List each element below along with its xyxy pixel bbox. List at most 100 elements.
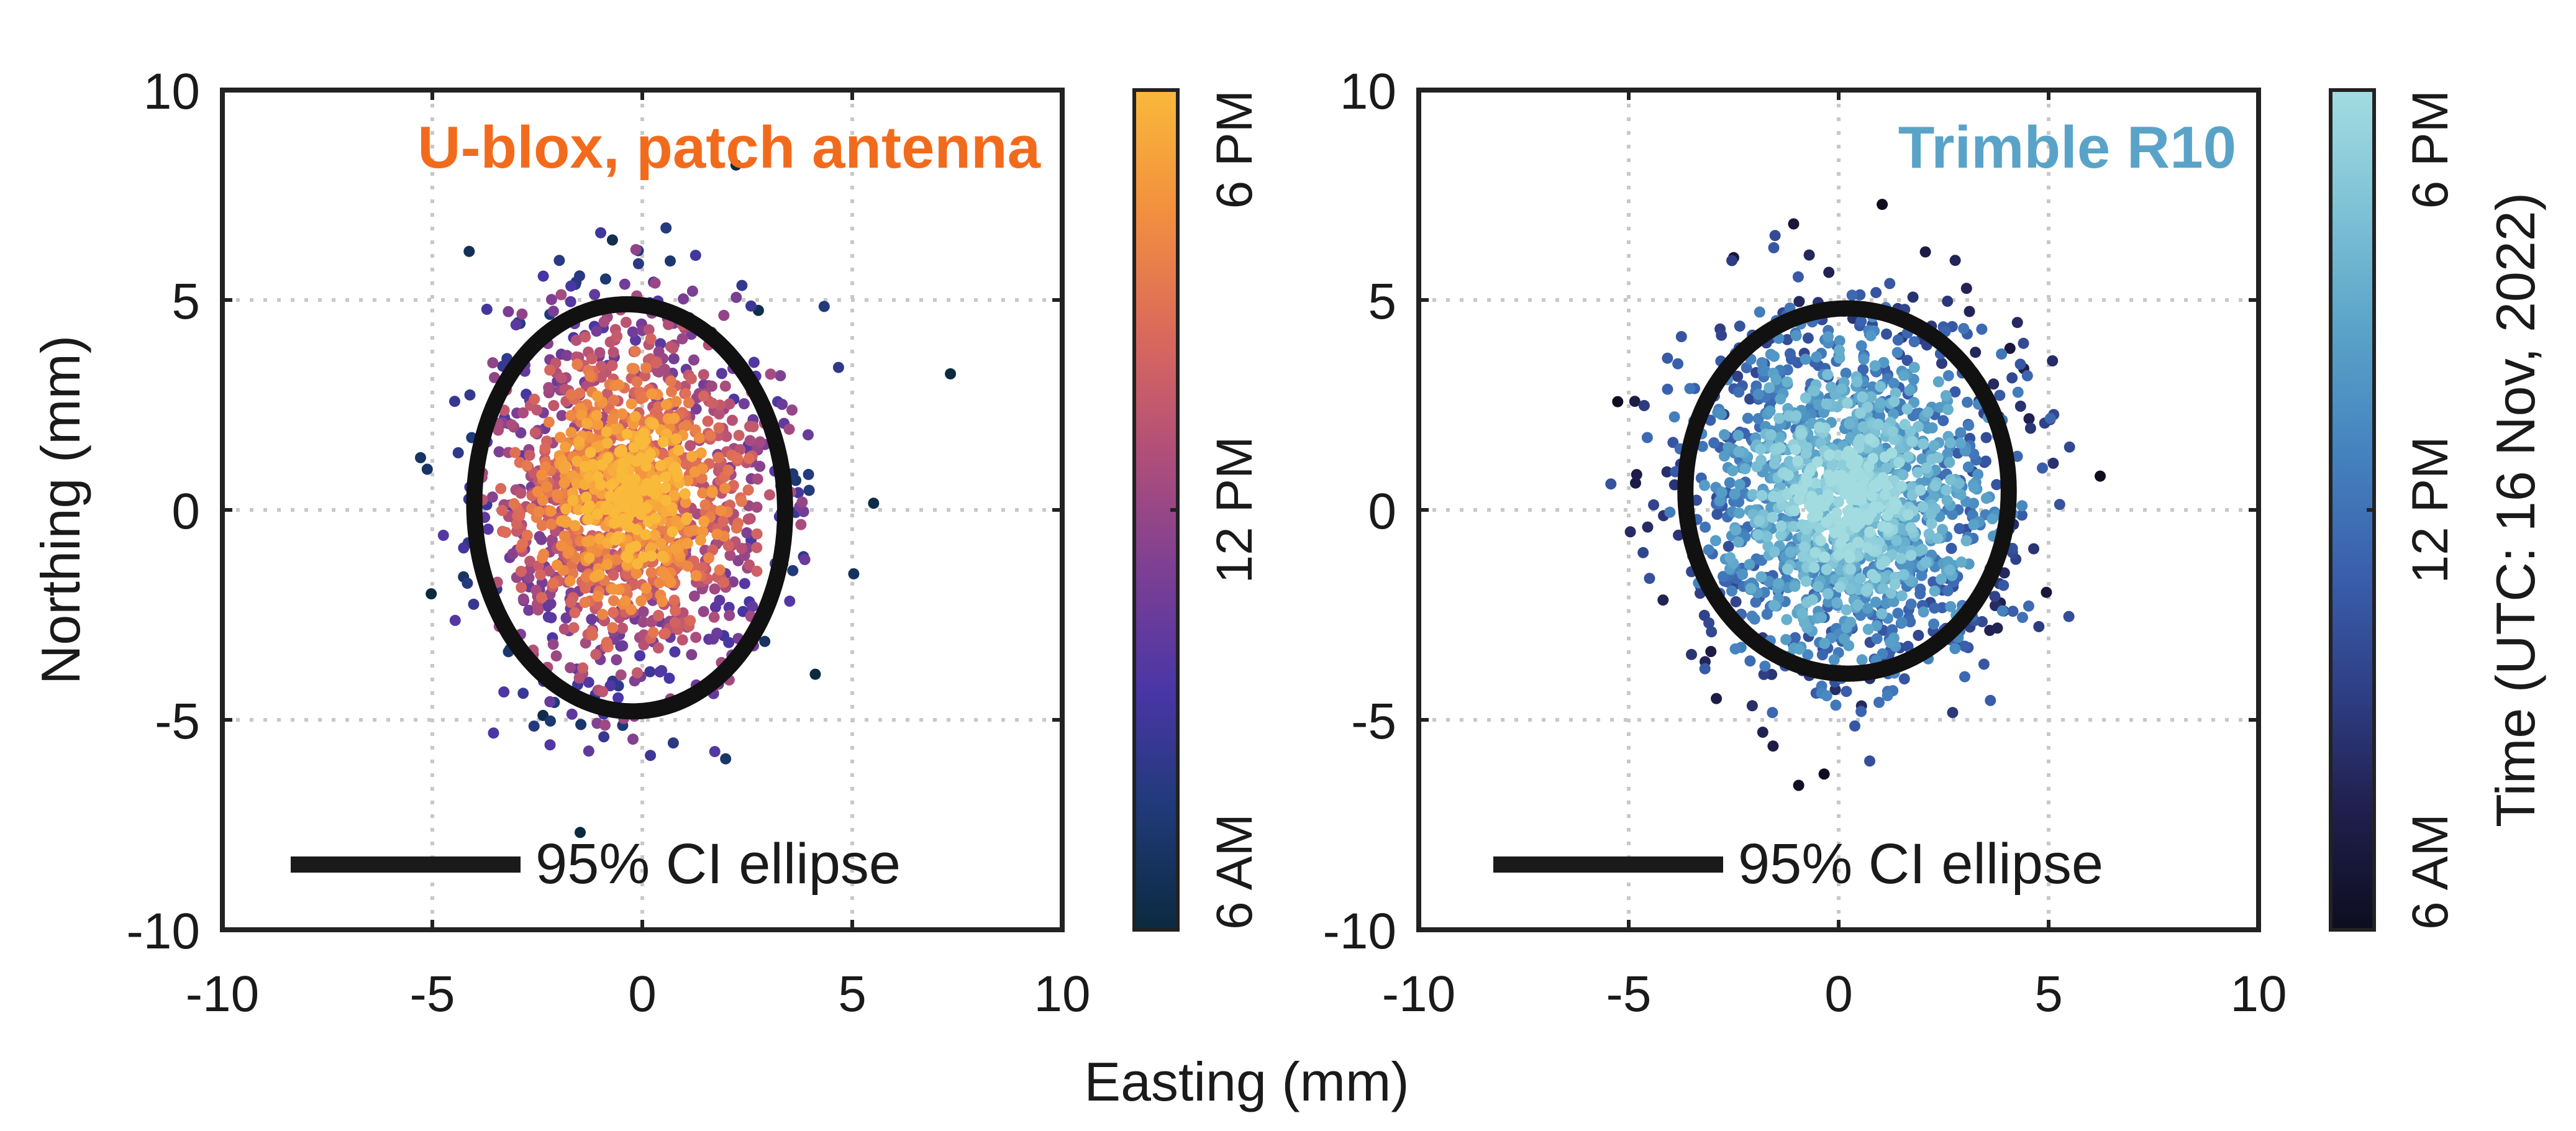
right-scatter-point bbox=[1955, 427, 1967, 438]
right-scatter-point bbox=[1661, 466, 1673, 478]
left-y-tick-label: 5 bbox=[171, 273, 200, 330]
right-scatter-point bbox=[1767, 491, 1779, 502]
left-scatter-point bbox=[759, 635, 771, 647]
right-scatter-point bbox=[1996, 348, 2008, 360]
left-scatter-point bbox=[648, 419, 660, 430]
right-scatter-point bbox=[1761, 530, 1773, 542]
right-scatter-point bbox=[1730, 596, 1742, 607]
left-scatter-point bbox=[660, 570, 671, 582]
right-scatter-point bbox=[1785, 546, 1796, 558]
right-scatter-point bbox=[1811, 511, 1823, 522]
right-scatter-point bbox=[1889, 578, 1901, 590]
left-scatter-point bbox=[555, 372, 567, 384]
right-scatter-point bbox=[1929, 602, 1941, 614]
right-scatter-point bbox=[1896, 617, 1908, 629]
left-scatter-point bbox=[564, 575, 576, 587]
right-scatter-point bbox=[2044, 412, 2056, 424]
right-scatter-point bbox=[1878, 357, 1890, 368]
right-scatter-point bbox=[1793, 643, 1805, 655]
left-scatter-point bbox=[528, 720, 540, 732]
left-scatter-point bbox=[663, 319, 674, 330]
left-scatter-point bbox=[489, 371, 500, 383]
left-scatter-point bbox=[565, 662, 576, 674]
right-scatter-point bbox=[1942, 404, 1954, 416]
right-scatter-point bbox=[1648, 499, 1660, 511]
right-scatter-point bbox=[1888, 596, 1900, 607]
left-scatter-point bbox=[553, 255, 565, 266]
left-scatter-point bbox=[630, 568, 642, 579]
left-colorbar-tick-label: 6 AM bbox=[1206, 814, 1263, 930]
right-scatter-point bbox=[1775, 393, 1786, 405]
left-scatter-point bbox=[818, 301, 830, 312]
left-scatter-point bbox=[563, 545, 575, 557]
left-scatter-point bbox=[676, 333, 688, 345]
left-scatter-point bbox=[535, 569, 547, 581]
right-scatter-point bbox=[1830, 699, 1842, 711]
left-scatter-point bbox=[612, 531, 624, 543]
right-scatter-point bbox=[1684, 383, 1696, 394]
right-scatter-point bbox=[1823, 266, 1835, 278]
left-scatter-point bbox=[556, 515, 567, 527]
right-scatter-point bbox=[1905, 616, 1916, 628]
right-scatter-point bbox=[1926, 518, 1937, 529]
right-scatter-point bbox=[2018, 337, 2029, 349]
left-scatter-point bbox=[580, 637, 591, 649]
left-scatter-point bbox=[521, 530, 533, 541]
left-scatter-point bbox=[496, 504, 508, 516]
left-scatter-point bbox=[608, 595, 619, 607]
left-scatter-point bbox=[583, 471, 595, 483]
right-scatter-point bbox=[1742, 412, 1754, 424]
right-scatter-point bbox=[1754, 515, 1765, 527]
left-scatter-point bbox=[703, 552, 715, 564]
right-scatter-point bbox=[1949, 643, 1961, 655]
right-scatter-point bbox=[1705, 646, 1717, 657]
right-scatter-point bbox=[1914, 583, 1926, 595]
left-x-tick-label: 0 bbox=[628, 966, 657, 1022]
right-scatter-point bbox=[1767, 740, 1779, 752]
right-scatter-point bbox=[1793, 296, 1805, 307]
right-scatter-point bbox=[1761, 609, 1773, 620]
right-scatter-point bbox=[1823, 493, 1835, 504]
right-scatter-point bbox=[1936, 573, 1947, 585]
right-scatter-point bbox=[2016, 509, 2028, 521]
left-scatter-point bbox=[660, 399, 672, 411]
left-scatter-point bbox=[481, 304, 493, 315]
left-scatter-point bbox=[545, 294, 557, 306]
left-scatter-point bbox=[595, 371, 607, 383]
right-scatter-point bbox=[1775, 529, 1787, 541]
right-scatter-point bbox=[1852, 599, 1864, 611]
right-scatter-point bbox=[1980, 432, 1992, 443]
left-scatter-point bbox=[640, 362, 652, 374]
right-scatter-point bbox=[2004, 342, 2016, 354]
right-scatter-point bbox=[1767, 512, 1778, 523]
right-scatter-point bbox=[1782, 470, 1794, 481]
left-scatter-point bbox=[730, 291, 742, 303]
right-scatter-point bbox=[1739, 463, 1751, 475]
right-scatter-point bbox=[1800, 353, 1811, 365]
left-scatter-point bbox=[690, 570, 702, 581]
left-scatter-point bbox=[558, 477, 570, 489]
right-scatter-point bbox=[1962, 396, 1973, 408]
left-scatter-point bbox=[717, 516, 729, 527]
left-scatter-point bbox=[569, 520, 581, 532]
left-scatter-point bbox=[415, 452, 426, 463]
left-scatter-point bbox=[784, 595, 796, 607]
left-scatter-point bbox=[649, 488, 661, 499]
right-scatter-point bbox=[1834, 517, 1846, 529]
right-scatter-point bbox=[1668, 411, 1680, 423]
right-scatter-point bbox=[1706, 626, 1718, 638]
left-scatter-point bbox=[599, 719, 611, 731]
right-scatter-point bbox=[1657, 594, 1669, 606]
right-scatter-point bbox=[1818, 768, 1830, 780]
left-scatter-point bbox=[509, 447, 521, 458]
right-scatter-point bbox=[1750, 596, 1762, 608]
left-scatter-point bbox=[506, 419, 517, 430]
right-scatter-point bbox=[1918, 438, 1929, 450]
right-scatter-point bbox=[1831, 473, 1843, 485]
right-scatter-point bbox=[1798, 541, 1810, 553]
left-scatter-point bbox=[632, 258, 644, 270]
left-scatter-point bbox=[579, 461, 591, 473]
left-y-tick-label: -5 bbox=[155, 693, 200, 750]
left-scatter-point bbox=[606, 234, 618, 246]
right-scatter-point bbox=[2041, 586, 2052, 598]
